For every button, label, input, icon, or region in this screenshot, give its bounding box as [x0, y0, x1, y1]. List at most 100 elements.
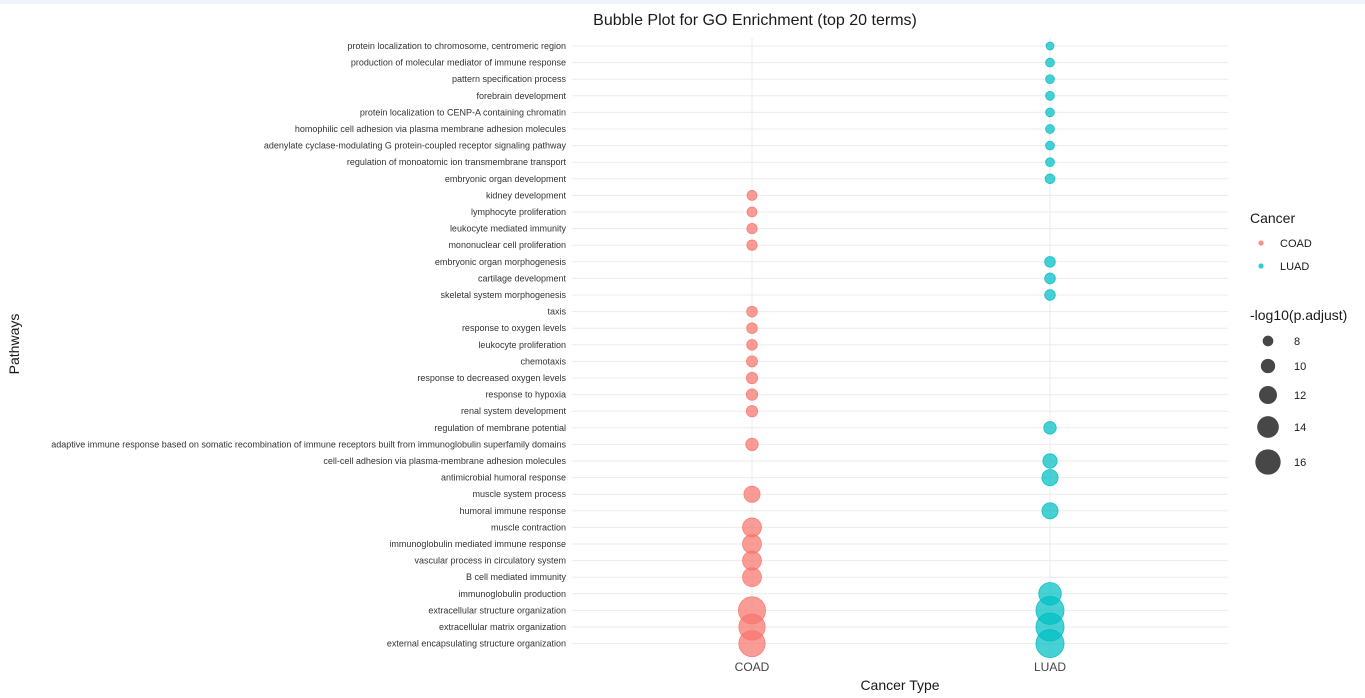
y-tick-label: production of molecular mediator of immu… [351, 58, 566, 68]
bubble-point [746, 190, 758, 201]
bubble-point [1044, 173, 1056, 185]
legend-color-title: Cancer [1250, 210, 1295, 226]
y-tick-label: cell-cell adhesion via plasma-membrane a… [323, 456, 566, 466]
bubble-point [1042, 453, 1058, 469]
x-tick-label: LUAD [1034, 660, 1066, 674]
y-tick-label: regulation of monoatomic ion transmembra… [347, 157, 567, 167]
legend-size-key [1259, 386, 1277, 404]
y-tick-label: extracellular structure organization [428, 605, 566, 615]
y-tick-label: humoral immune response [459, 506, 566, 516]
y-tick-label: vascular process in circulatory system [414, 556, 566, 566]
bubble-point [1043, 421, 1057, 435]
bubble-point [1045, 90, 1055, 101]
legend-size-label: 10 [1294, 361, 1306, 373]
y-tick-label: adenylate cyclase-modulating G protein-c… [264, 141, 567, 151]
legend-color-label: COAD [1280, 238, 1312, 250]
legend-size-entries: 8 10 12 14 16 [1255, 335, 1306, 475]
y-tick-label: embryonic organ morphogenesis [435, 257, 567, 267]
bubble-point [1045, 157, 1055, 168]
y-tick-label: protein localization to CENP-A containin… [360, 107, 566, 117]
bubble-point [742, 567, 762, 588]
bubble-point [742, 534, 762, 554]
y-tick-label: leukocyte proliferation [478, 340, 566, 350]
y-tick-label: skeletal system morphogenesis [440, 290, 566, 300]
bubble-point [742, 517, 762, 538]
bubble-point [1045, 140, 1055, 151]
legend-size-key [1255, 449, 1281, 475]
legend-color-key [1258, 240, 1264, 246]
y-axis-labels: protein localization to chromosome, cent… [51, 41, 566, 649]
y-tick-label: extracellular matrix organization [439, 622, 566, 632]
bubble-point [1045, 124, 1055, 134]
legend-size-label: 14 [1294, 422, 1306, 434]
bubble-point [746, 223, 758, 235]
bubble-point [746, 355, 758, 368]
y-tick-label: response to decreased oxygen levels [417, 373, 566, 383]
y-tick-label: kidney development [486, 190, 567, 200]
bubble-point [1045, 74, 1055, 85]
bubble-point [1044, 256, 1056, 268]
legend-size-label: 8 [1294, 336, 1300, 348]
bubble-point [1045, 57, 1055, 68]
y-tick-label: adaptive immune response based on somati… [51, 439, 566, 449]
y-tick-label: renal system development [461, 406, 567, 416]
y-tick-label: mononuclear cell proliferation [448, 240, 566, 250]
y-tick-label: immunoglobulin mediated immune response [389, 539, 566, 549]
y-tick-label: leukocyte mediated immunity [450, 224, 567, 234]
grid-layer [572, 38, 1228, 654]
bubble-point [746, 305, 758, 318]
y-axis-title: Pathways [6, 314, 22, 375]
bubble-point [1045, 107, 1055, 118]
bubble-point [738, 630, 766, 658]
y-tick-label: external encapsulating structure organiz… [387, 639, 566, 649]
y-tick-label: forebrain development [476, 91, 566, 101]
bubble-point [1035, 629, 1065, 659]
y-tick-label: chemotaxis [520, 356, 566, 366]
legend: Cancer COAD LUAD -log10(p.adjust) 8 10 12 14… [1250, 210, 1347, 475]
bubble-point [745, 371, 759, 385]
bubble-point [742, 550, 762, 571]
y-tick-label: response to oxygen levels [462, 323, 567, 333]
chart-title: Bubble Plot for GO Enrichment (top 20 te… [593, 12, 917, 29]
legend-size-key [1262, 335, 1274, 347]
y-tick-label: muscle contraction [491, 522, 566, 532]
legend-size-label: 12 [1294, 390, 1306, 402]
y-tick-label: immunoglobulin production [458, 589, 566, 599]
bubble-point [1041, 502, 1059, 520]
y-tick-label: antimicrobial humoral response [441, 473, 566, 483]
bubble-point [743, 485, 761, 503]
y-tick-label: homophilic cell adhesion via plasma memb… [295, 124, 567, 134]
legend-color-entries: COAD LUAD [1258, 238, 1312, 273]
legend-size-key [1260, 358, 1276, 374]
y-tick-label: protein localization to chromosome, cent… [347, 41, 566, 51]
bubble-point [745, 405, 759, 418]
bubble-point [746, 206, 758, 218]
legend-size-key [1257, 416, 1279, 438]
y-tick-label: embryonic organ development [445, 174, 567, 184]
points-layer [738, 41, 1065, 659]
y-tick-label: cartilage development [478, 273, 567, 283]
x-axis-labels: COAD LUAD [735, 660, 1067, 674]
y-tick-label: B cell mediated immunity [466, 572, 567, 582]
top-strip [0, 0, 1365, 4]
x-axis-title: Cancer Type [860, 677, 939, 693]
bubble-point [1044, 289, 1056, 301]
bubble-point [1044, 272, 1056, 285]
bubble-point [745, 388, 759, 401]
bubble-point [1041, 469, 1059, 487]
bubble-point [745, 437, 759, 452]
legend-size-label: 16 [1294, 457, 1306, 469]
y-tick-label: response to hypoxia [485, 390, 566, 400]
legend-size-title: -log10(p.adjust) [1250, 307, 1347, 323]
bubble-point [746, 322, 758, 334]
y-tick-label: regulation of membrane potential [434, 423, 566, 433]
bubble-point [1045, 41, 1055, 51]
bubble-point [746, 339, 758, 351]
y-tick-label: pattern specification process [452, 74, 567, 84]
legend-color-key [1258, 263, 1264, 269]
legend-color-label: LUAD [1280, 261, 1309, 273]
y-tick-label: muscle system process [472, 489, 566, 499]
y-tick-label: lymphocyte proliferation [471, 207, 566, 217]
x-tick-label: COAD [735, 660, 770, 674]
y-tick-label: taxis [547, 307, 566, 317]
